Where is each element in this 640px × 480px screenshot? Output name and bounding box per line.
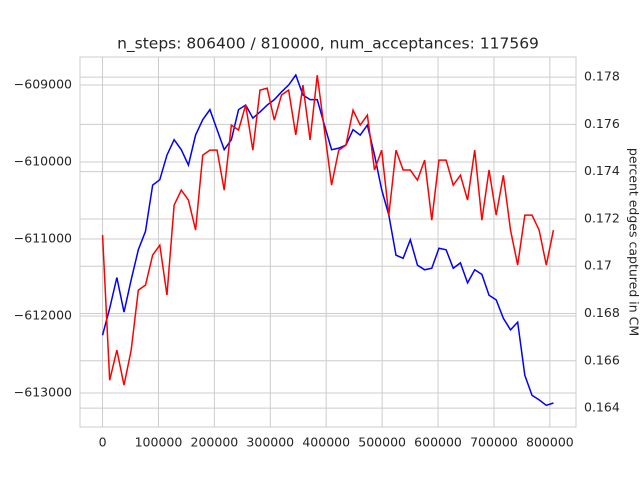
y2-tick-label: 0.174 [584,163,620,178]
y2-tick-label: 0.17 [584,258,612,273]
y2-tick-label: 0.164 [584,400,620,415]
y2-tick-label: 0.178 [584,69,620,84]
x-tick-label: 300000 [246,435,294,450]
y2-tick-label: 0.166 [584,352,620,367]
y2-tick-label: 0.168 [584,305,620,320]
x-tick-label: 500000 [358,435,406,450]
x-tick-label: 400000 [302,435,350,450]
y-tick-label: −613000 [14,384,72,399]
y2-tick-label: 0.172 [584,210,620,225]
line-series [101,75,555,386]
y2-tick-label: 0.176 [584,116,620,131]
y-tick-label: −609000 [14,77,72,92]
x-tick-label: 600000 [414,435,462,450]
x-tick-label: 0 [99,435,107,450]
x-tick-label: 100000 [135,435,183,450]
x-tick-label: 200000 [191,435,239,450]
chart-title: n_steps: 806400 / 810000, num_acceptance… [117,35,539,54]
line-series [101,73,554,407]
plot-frame [79,56,577,428]
x-tick-label: 800000 [526,435,574,450]
y2-axis-label: percent edges captured in CM [627,148,640,336]
y-tick-label: −611000 [14,230,72,245]
y-tick-label: −612000 [14,307,72,322]
x-tick-label: 700000 [470,435,518,450]
y-tick-label: −610000 [14,154,72,169]
